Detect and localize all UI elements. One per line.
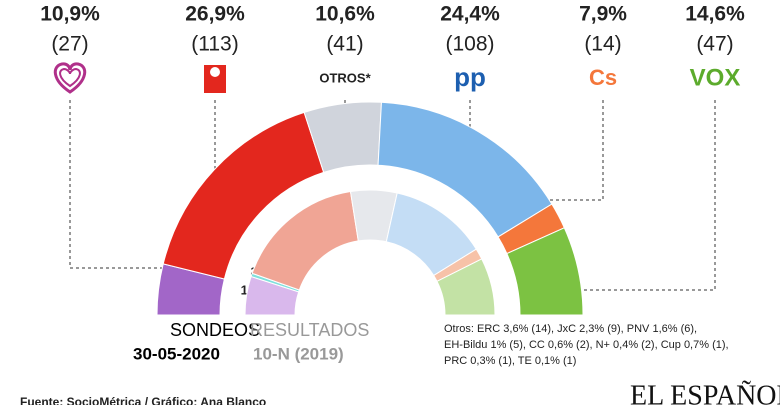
vote-label: 7,9% [579, 3, 627, 26]
icons [53, 62, 226, 94]
note-line: Otros: ERC 3,6% (14), JxC 2,3% (9), PNV … [444, 323, 697, 335]
arc-segment [436, 258, 496, 316]
vote-label: 10,6% [315, 3, 375, 26]
party-logo: pp [454, 62, 486, 92]
note-line: EH-Bildu 1% (5), CC 0,6% (2), N+ 0,4% (2… [444, 339, 729, 351]
brand: EL ESPAÑOL [630, 380, 780, 405]
vote-label: 24,4% [440, 3, 500, 26]
vote-label: 14,6% [685, 3, 745, 26]
result-title: RESULTADOS [250, 320, 369, 340]
arc-segment [506, 227, 584, 316]
party-logo: VOX [690, 64, 741, 91]
result-subtitle: 10-N (2019) [253, 344, 344, 363]
leader-line [536, 100, 604, 201]
party-logo: OTROS* [319, 70, 371, 85]
arc-segment [251, 190, 359, 291]
vote-label: 10,9% [40, 3, 100, 26]
vote-label: 26,9% [185, 3, 245, 26]
seat-label: (14) [584, 33, 621, 56]
heart-icon [53, 62, 87, 94]
rose-icon [204, 65, 226, 93]
seat-label: (108) [445, 33, 494, 56]
seat-label: (113) [191, 33, 238, 56]
seat-label: (47) [696, 33, 733, 56]
poll-title: SONDEOS [170, 320, 260, 340]
poll-subtitle: 30-05-2020 [133, 344, 220, 363]
source: Fuente: SocioMétrica / Gráfico: Ana Blan… [20, 395, 266, 405]
heart-icon-inner [59, 67, 81, 88]
leader-line [69, 100, 184, 269]
party-logo: Cs [589, 65, 617, 90]
note-line: PRC 0,3% (1), TE 0,1% (1) [444, 355, 576, 367]
rose-icon-detail [210, 67, 220, 77]
leader-line [553, 100, 716, 291]
rings [156, 101, 584, 316]
seat-label: (41) [326, 33, 363, 56]
seat-label: (27) [51, 33, 88, 56]
